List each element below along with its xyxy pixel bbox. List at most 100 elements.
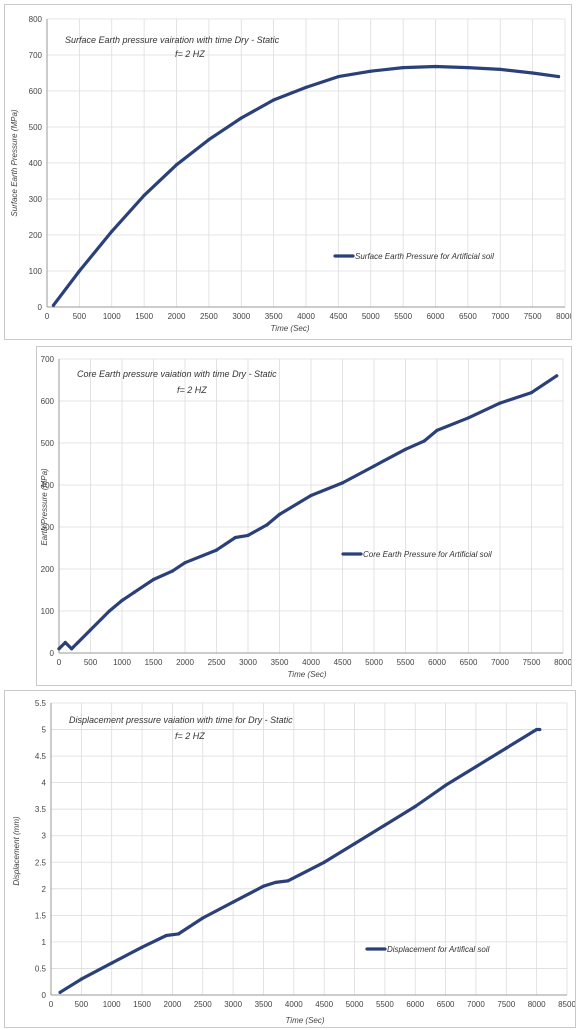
x-tick-label: 500 — [84, 658, 98, 667]
data-point — [107, 609, 111, 613]
data-point — [372, 464, 376, 468]
data-point — [142, 193, 146, 197]
chart-title: Displacement pressure vaiation with time… — [69, 715, 293, 725]
data-point — [413, 804, 417, 809]
y-tick-label: 5 — [42, 726, 47, 735]
y-tick-label: 3 — [42, 832, 47, 841]
data-point — [403, 447, 408, 451]
data-point — [120, 598, 124, 603]
y-axis-title: Surface Earth Pressure (MPa) — [10, 109, 19, 216]
x-tick-label: 0 — [49, 1000, 54, 1009]
data-point — [70, 647, 74, 651]
x-tick-label: 5000 — [346, 1000, 364, 1009]
data-point — [498, 67, 502, 71]
legend-label: Core Earth Pressure for Artificial soil — [363, 550, 492, 559]
y-tick-label: 500 — [29, 123, 43, 132]
x-axis-title: Time (Sec) — [270, 324, 309, 333]
y-tick-label: 500 — [41, 439, 55, 448]
data-point — [535, 727, 539, 732]
displacement-chart: 0 0.5 1 1.5 2 2.5 3 3.5 4 4.5 5 5.5 0 500 1000 1500 2000… — [12, 699, 575, 1025]
x-tick-label: 6500 — [460, 658, 478, 667]
x-tick-label: 2500 — [194, 1000, 212, 1009]
y-tick-label: 200 — [41, 565, 55, 574]
data-point — [140, 945, 144, 949]
y-tick-label: 300 — [41, 523, 55, 532]
data-point — [214, 548, 219, 552]
x-axis-title: Time (Sec) — [287, 670, 326, 679]
data-point — [352, 842, 357, 846]
x-tick-label: 3500 — [265, 312, 283, 321]
x-tick-label: 1500 — [135, 312, 153, 321]
data-point — [304, 85, 308, 89]
chart-title: Surface Earth pressure vairation with ti… — [65, 35, 280, 45]
x-tick-label: 8500 — [558, 1000, 575, 1009]
y-tick-label: 2.5 — [35, 858, 47, 867]
y-tick-label: 200 — [29, 231, 43, 240]
x-tick-label: 5500 — [376, 1000, 394, 1009]
x-tick-label: 1500 — [133, 1000, 151, 1009]
data-point — [265, 523, 269, 527]
data-point — [435, 428, 439, 432]
x-tick-label: 4500 — [315, 1000, 333, 1009]
chart-panel-displacement: 0 0.5 1 1.5 2 2.5 3 3.5 4 4.5 5 5.5 0 500 1000 1500 2000… — [4, 690, 576, 1028]
x-tick-label: 2500 — [208, 658, 226, 667]
y-tick-label: 4 — [42, 779, 47, 788]
x-tick-label: 6500 — [437, 1000, 455, 1009]
data-point — [151, 577, 156, 582]
data-point — [369, 69, 373, 73]
data-point — [233, 535, 237, 540]
data-point — [286, 879, 290, 883]
legend-label: Displacement for Artifical soil — [387, 945, 490, 954]
y-tick-label: 400 — [41, 481, 55, 490]
data-point — [207, 138, 211, 142]
data-point — [422, 439, 426, 443]
data-point — [274, 880, 278, 885]
x-tick-label: 7500 — [497, 1000, 515, 1009]
data-point — [529, 391, 534, 395]
data-point — [309, 493, 313, 498]
data-point — [474, 765, 478, 769]
data-point — [88, 628, 93, 632]
y-tick-label: 0 — [50, 649, 55, 658]
x-tick-label: 1500 — [145, 658, 163, 667]
y-tick-label: 600 — [41, 397, 55, 406]
x-tick-label: 4000 — [302, 658, 320, 667]
y-tick-label: 3.5 — [35, 805, 47, 814]
data-point — [176, 932, 181, 936]
x-tick-label: 8000 — [528, 1000, 546, 1009]
legend-label: Surface Earth Pressure for Artificial so… — [355, 252, 494, 261]
data-point — [164, 933, 168, 938]
x-tick-label: 3500 — [271, 658, 289, 667]
x-tick-label: 3000 — [224, 1000, 242, 1009]
x-tick-label: 8000 — [554, 658, 571, 667]
y-tick-label: 100 — [29, 267, 43, 276]
x-tick-label: 2000 — [168, 312, 186, 321]
x-tick-label: 7000 — [491, 312, 509, 321]
data-point — [246, 533, 250, 537]
data-point — [110, 229, 114, 233]
y-tick-label: 800 — [29, 15, 43, 24]
y-tick-label: 400 — [29, 159, 43, 168]
x-tick-label: 5000 — [365, 658, 383, 667]
x-axis-title: Time (Sec) — [285, 1016, 324, 1025]
y-tick-label: 300 — [29, 195, 43, 204]
x-tick-label: 7000 — [491, 658, 509, 667]
x-tick-label: 3500 — [255, 1000, 273, 1009]
x-tick-label: 4000 — [285, 1000, 303, 1009]
data-point — [57, 647, 61, 651]
y-tick-label: 0 — [38, 303, 43, 312]
data-point — [76, 640, 80, 645]
data-point — [466, 416, 471, 420]
y-tick-label: 1.5 — [35, 911, 47, 920]
y-tick-label: 700 — [29, 51, 43, 60]
series-line — [58, 727, 542, 994]
y-tick-label: 2 — [42, 885, 47, 894]
y-tick-label: 700 — [41, 355, 55, 364]
data-point — [133, 590, 137, 594]
data-point — [201, 916, 205, 920]
x-tick-label: 7500 — [523, 658, 541, 667]
x-tick-label: 500 — [73, 312, 87, 321]
data-point — [498, 401, 502, 405]
data-point — [272, 98, 276, 102]
